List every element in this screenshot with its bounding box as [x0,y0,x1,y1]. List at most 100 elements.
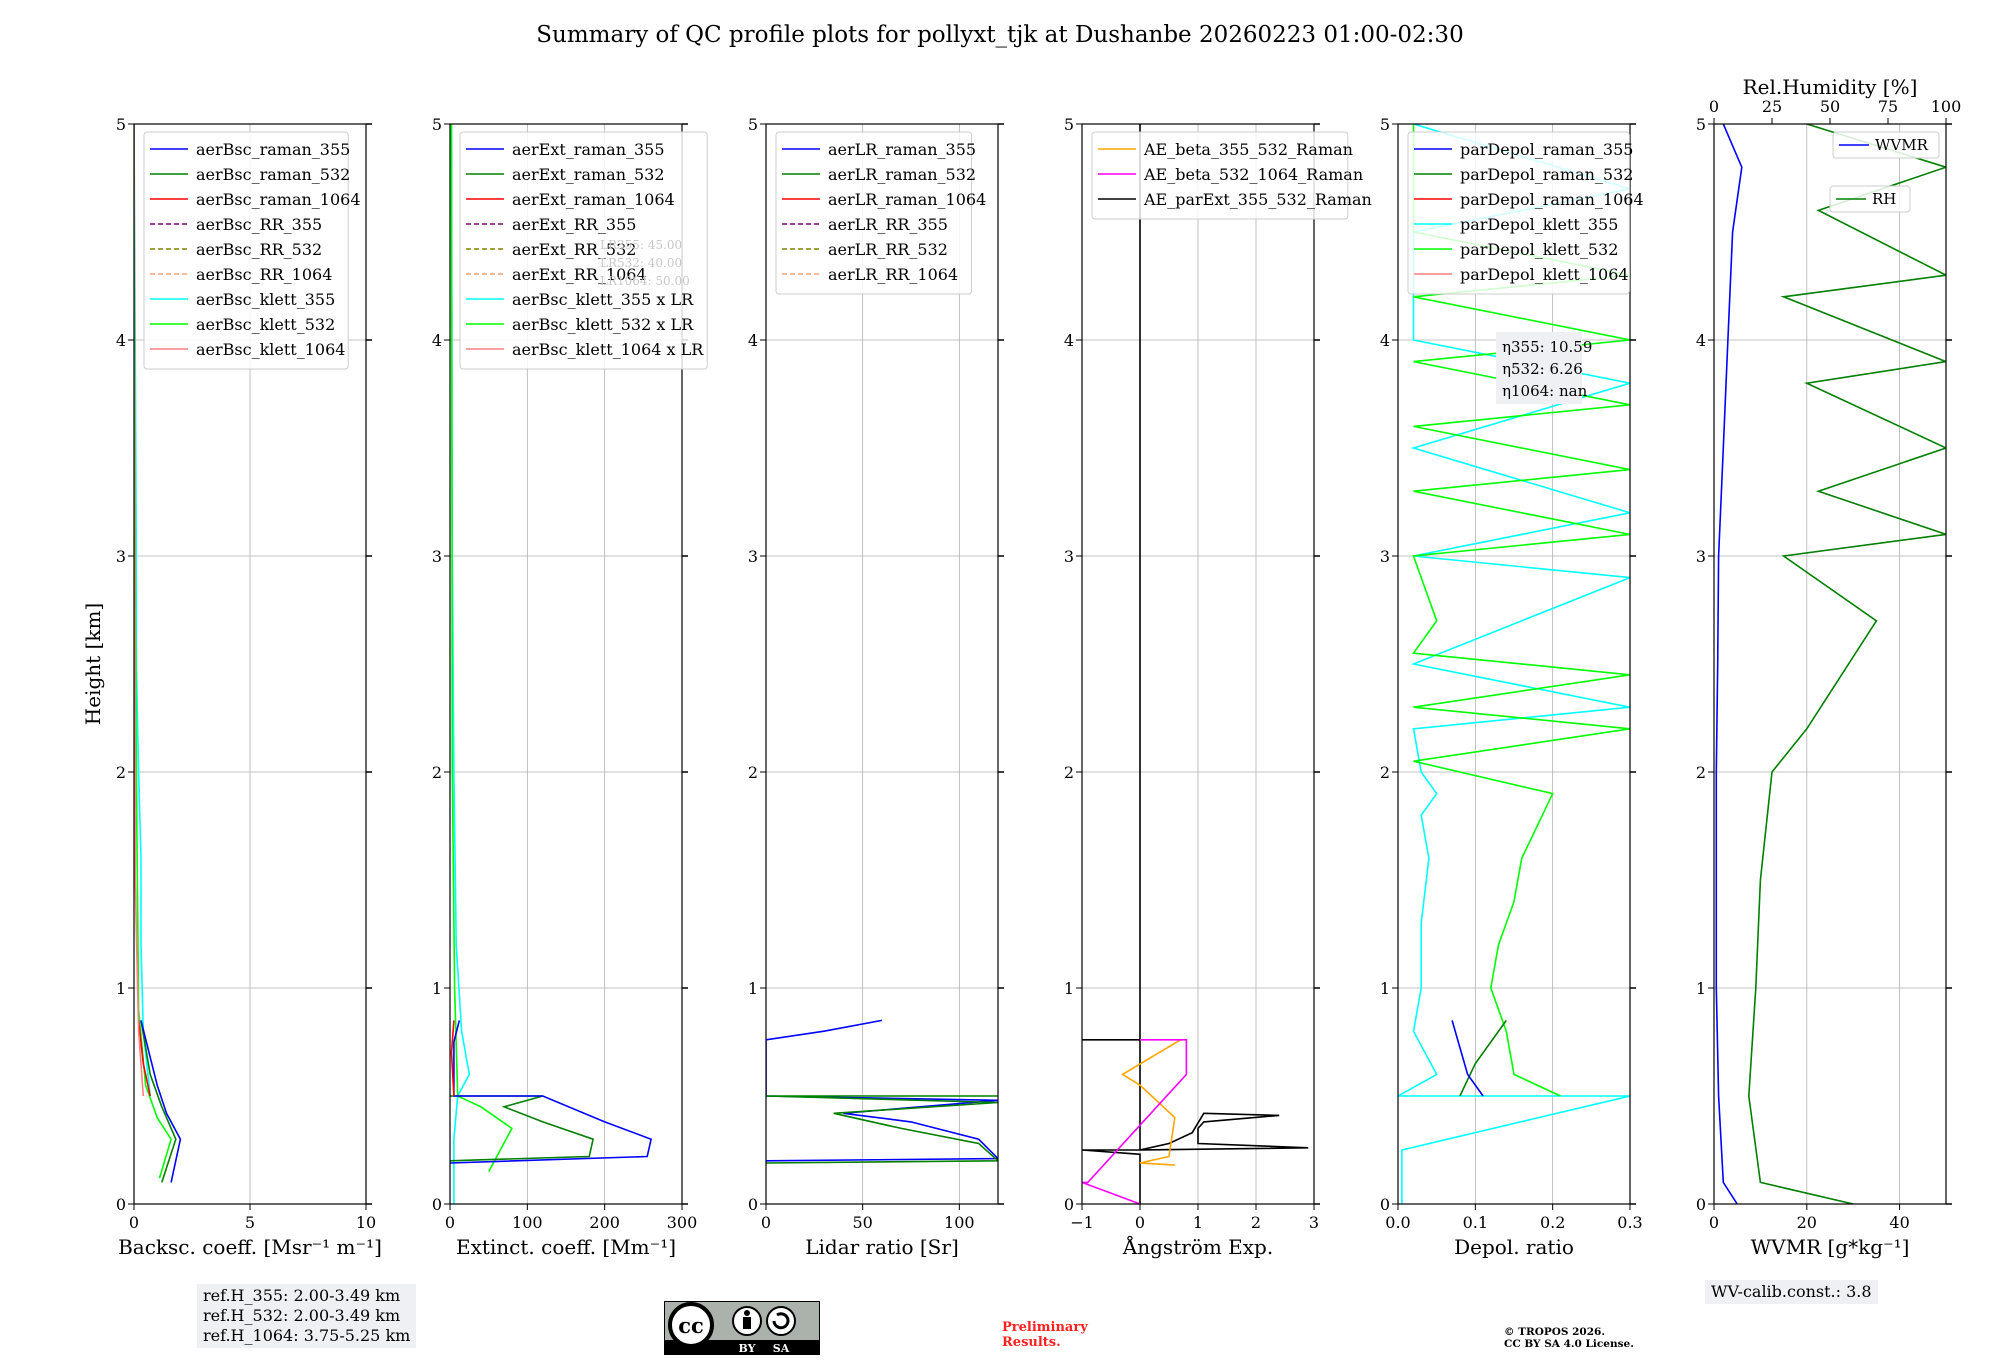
x2-tick-label: 50 [1820,97,1840,116]
chart-panel-2: 0 100 200 300 0 1 2 3 4 5 Extinct. coeff. [Mm⁻¹] ae… [432,115,708,1259]
series-line-aerExt_raman_532 [450,1095,595,1162]
legend-label: AE_beta_532_1064_Raman [1143,165,1363,184]
chart-panel-6: 0 20 40 0 1 2 3 4 5 WVMR [g*kg⁻¹] 0 25 50 75 100 Rel.Hu… [1696,75,1961,1259]
legend-label: aerLR_RR_532 [828,240,948,259]
legend-box [1091,131,1349,220]
y-tick-label: 0 [432,1195,442,1214]
series-line-aerBsc_klett_1064 [134,124,145,1097]
x2-tick-label: 75 [1878,97,1898,116]
x-tick-label: 2 [1251,1213,1261,1232]
series-line-parDepol_klett_355 [1398,124,1630,1204]
legend-label: aerBsc_klett_1064 x LR [512,340,704,359]
y-tick-label: 1 [1696,979,1706,998]
x-tick-label: 0.1 [1463,1213,1488,1232]
series-group [1715,124,1946,1204]
preliminary-line-2: Results. [1002,1335,1061,1350]
x-tick-label: 5 [245,1213,255,1232]
x-tick-label: 200 [589,1213,620,1232]
x-tick-label: 40 [1889,1213,1909,1232]
x2-tick-label: 100 [1931,97,1962,116]
y-tick-label: 1 [116,979,126,998]
legend-label: parDepol_raman_355 [1460,140,1633,159]
axes-frame [449,123,683,1205]
x-tick-label: 0 [445,1213,455,1232]
ref-height-532: ref.H_532: 2.00-3.49 km [203,1306,401,1325]
y-tick-label: 5 [1064,115,1074,134]
y-tick-label: 4 [1696,331,1706,350]
legend-label: RH [1872,190,1896,208]
legend-label: aerBsc_RR_355 [196,215,322,234]
y-tick-label: 0 [1064,1195,1074,1214]
y-tick-label: 4 [1064,331,1074,350]
x-axis-label: WVMR [g*kg⁻¹] [1751,1235,1910,1259]
legend-label: aerExt_raman_1064 [512,190,675,209]
wv-calib-box: WV-calib.const.: 3.8 [1705,1280,1878,1304]
legend-label: aerLR_raman_532 [828,165,976,184]
y-tick-label: 1 [748,979,758,998]
legend-label: aerBsc_klett_355 x LR [512,290,694,309]
x-tick-label: 100 [944,1213,975,1232]
legend-box [1829,185,1911,213]
y-tick-label: 3 [1696,547,1706,566]
series-line-aerBsc_raman_532 [140,1020,177,1183]
series-line-parDepol_raman_532 [1459,1019,1507,1097]
lr-annotation: LR355: 45.00 [600,238,682,252]
legend-label: aerBsc_raman_355 [196,140,350,159]
series-line-RH [1747,124,1946,1204]
wv-calib-text: WV-calib.const.: 3.8 [1711,1282,1872,1301]
y-tick-label: 3 [1064,547,1074,566]
x-tick-label: 300 [667,1213,698,1232]
y-tick-label: 4 [116,331,126,350]
by-icon-head [744,1310,750,1316]
legend-label: aerBsc_klett_532 [196,315,335,334]
legend-box [143,131,349,370]
x-tick-label: 20 [1797,1213,1817,1232]
legend-label: aerBsc_raman_1064 [196,190,361,209]
y-tick-label: 2 [116,763,126,782]
y-tick-label: 4 [1380,331,1390,350]
y-tick-label: 5 [1380,115,1390,134]
x-tick-label: 0 [129,1213,139,1232]
chart-panel-3: 0 50 100 0 1 2 3 4 5 Lidar ratio [Sr] aerLR_raman_… [748,115,1004,1259]
x-tick-label: 0.2 [1540,1213,1565,1232]
y-tick-label: 0 [1380,1195,1390,1214]
y-tick-label: 5 [432,115,442,134]
legend-box [459,131,708,370]
x-axis-label: Depol. ratio [1454,1235,1574,1259]
y-tick-label: 0 [748,1195,758,1214]
y-tick-label: 1 [1380,979,1390,998]
legend-label: aerExt_RR_532 [512,240,636,259]
y-tick-label: 3 [1380,547,1390,566]
x-axis-label: Lidar ratio [Sr] [805,1235,959,1259]
x-tick-label: 50 [852,1213,872,1232]
series-group [1082,124,1309,1204]
y-tick-label: 5 [116,115,126,134]
copyright-line-2: CC BY SA 4.0 License. [1504,1338,1634,1350]
y-tick-label: 1 [432,979,442,998]
series-line-aerBsc_raman_1064 [137,1020,151,1097]
x-tick-label: 3 [1309,1213,1319,1232]
legend-label: aerExt_RR_355 [512,215,636,234]
axes-frame [765,123,999,1205]
cc-icon [668,1302,714,1348]
chart-panel-5: 0.0 0.1 0.2 0.3 0 1 2 3 4 5 Depol. ratio parDepol_r… [1380,115,1644,1259]
legend-label: parDepol_klett_355 [1460,215,1618,234]
ref-height-1064: ref.H_1064: 3.75-5.25 km [203,1326,411,1345]
by-icon-body [743,1317,751,1329]
y-tick-label: 3 [748,547,758,566]
series-group [134,124,182,1183]
reference-height-box: ref.H_355: 2.00-3.49 km ref.H_532: 2.00-… [197,1284,417,1348]
legend-label: aerExt_raman_532 [512,165,665,184]
y-tick-label: 0 [1696,1195,1706,1214]
legend-label: AE_beta_355_532_Raman [1143,140,1353,159]
x-tick-label: 0 [761,1213,771,1232]
series-line-aerExt_raman_1064 [450,1020,455,1097]
cc-license-badge: cc BY SA [664,1301,820,1355]
legend-label: parDepol_klett_1064 [1460,265,1629,284]
legend-box [775,131,973,295]
eta-annotation-box [1496,332,1582,404]
sa-icon [766,1306,796,1336]
y-tick-label: 2 [1064,763,1074,782]
